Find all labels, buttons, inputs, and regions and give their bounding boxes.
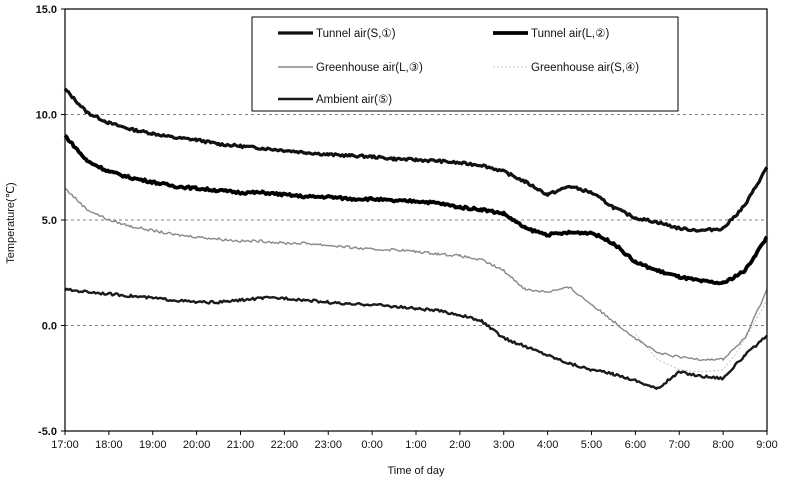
x-axis-label: Time of day	[387, 465, 445, 477]
legend-label: Ambient air(⑤)	[316, 94, 392, 106]
y-tick-label: 15.0	[36, 4, 57, 16]
legend-label: Tunnel air(S,①)	[316, 28, 396, 40]
x-tick-label: 22:00	[271, 439, 299, 451]
x-tick-label: 9:00	[756, 439, 777, 451]
x-axis-ticks: 17:00 18:00 19:00 20:00 21:00 22:00 23:00 0:00 1…	[51, 431, 778, 451]
x-tick-label: 3:00	[493, 439, 514, 451]
x-tick-label: 2:00	[449, 439, 470, 451]
x-tick-label: 4:00	[537, 439, 558, 451]
x-tick-label: 1:00	[405, 439, 426, 451]
x-tick-label: 20:00	[183, 439, 211, 451]
x-tick-label: 18:00	[95, 439, 123, 451]
legend-label: Greenhouse air(S,④)	[531, 62, 639, 74]
series-line-3	[64, 187, 768, 362]
series-line-2	[63, 134, 769, 286]
x-tick-label: 17:00	[51, 439, 79, 451]
series-line-5	[64, 287, 768, 390]
x-tick-label: 5:00	[581, 439, 602, 451]
y-tick-label: 10.0	[36, 110, 57, 122]
legend: Tunnel air(S,①) Tunnel air(L,②) Greenhouse…	[251, 16, 679, 112]
gridlines	[65, 114, 767, 326]
series-line-4	[635, 299, 768, 373]
series-line-1	[63, 87, 769, 233]
x-tick-label: 8:00	[712, 439, 733, 451]
x-tick-label: 21:00	[227, 439, 255, 451]
y-tick-label: 5.0	[42, 215, 57, 227]
y-axis-label: Temperature(℃)	[5, 182, 17, 263]
legend-box	[251, 16, 679, 112]
y-tick-label: 0.0	[42, 321, 57, 333]
legend-label: Tunnel air(L,②)	[531, 28, 609, 40]
x-tick-label: 6:00	[625, 439, 646, 451]
y-tick-label: -5.0	[38, 426, 57, 438]
x-tick-label: 7:00	[669, 439, 690, 451]
legend-label: Greenhouse air(L,③)	[316, 62, 423, 74]
x-tick-label: 23:00	[314, 439, 342, 451]
x-tick-label: 19:00	[139, 439, 167, 451]
x-tick-label: 0:00	[361, 439, 382, 451]
y-axis-ticks: -5.0 0.0 5.0 10.0 15.0	[36, 4, 65, 438]
series-lines	[63, 87, 769, 390]
